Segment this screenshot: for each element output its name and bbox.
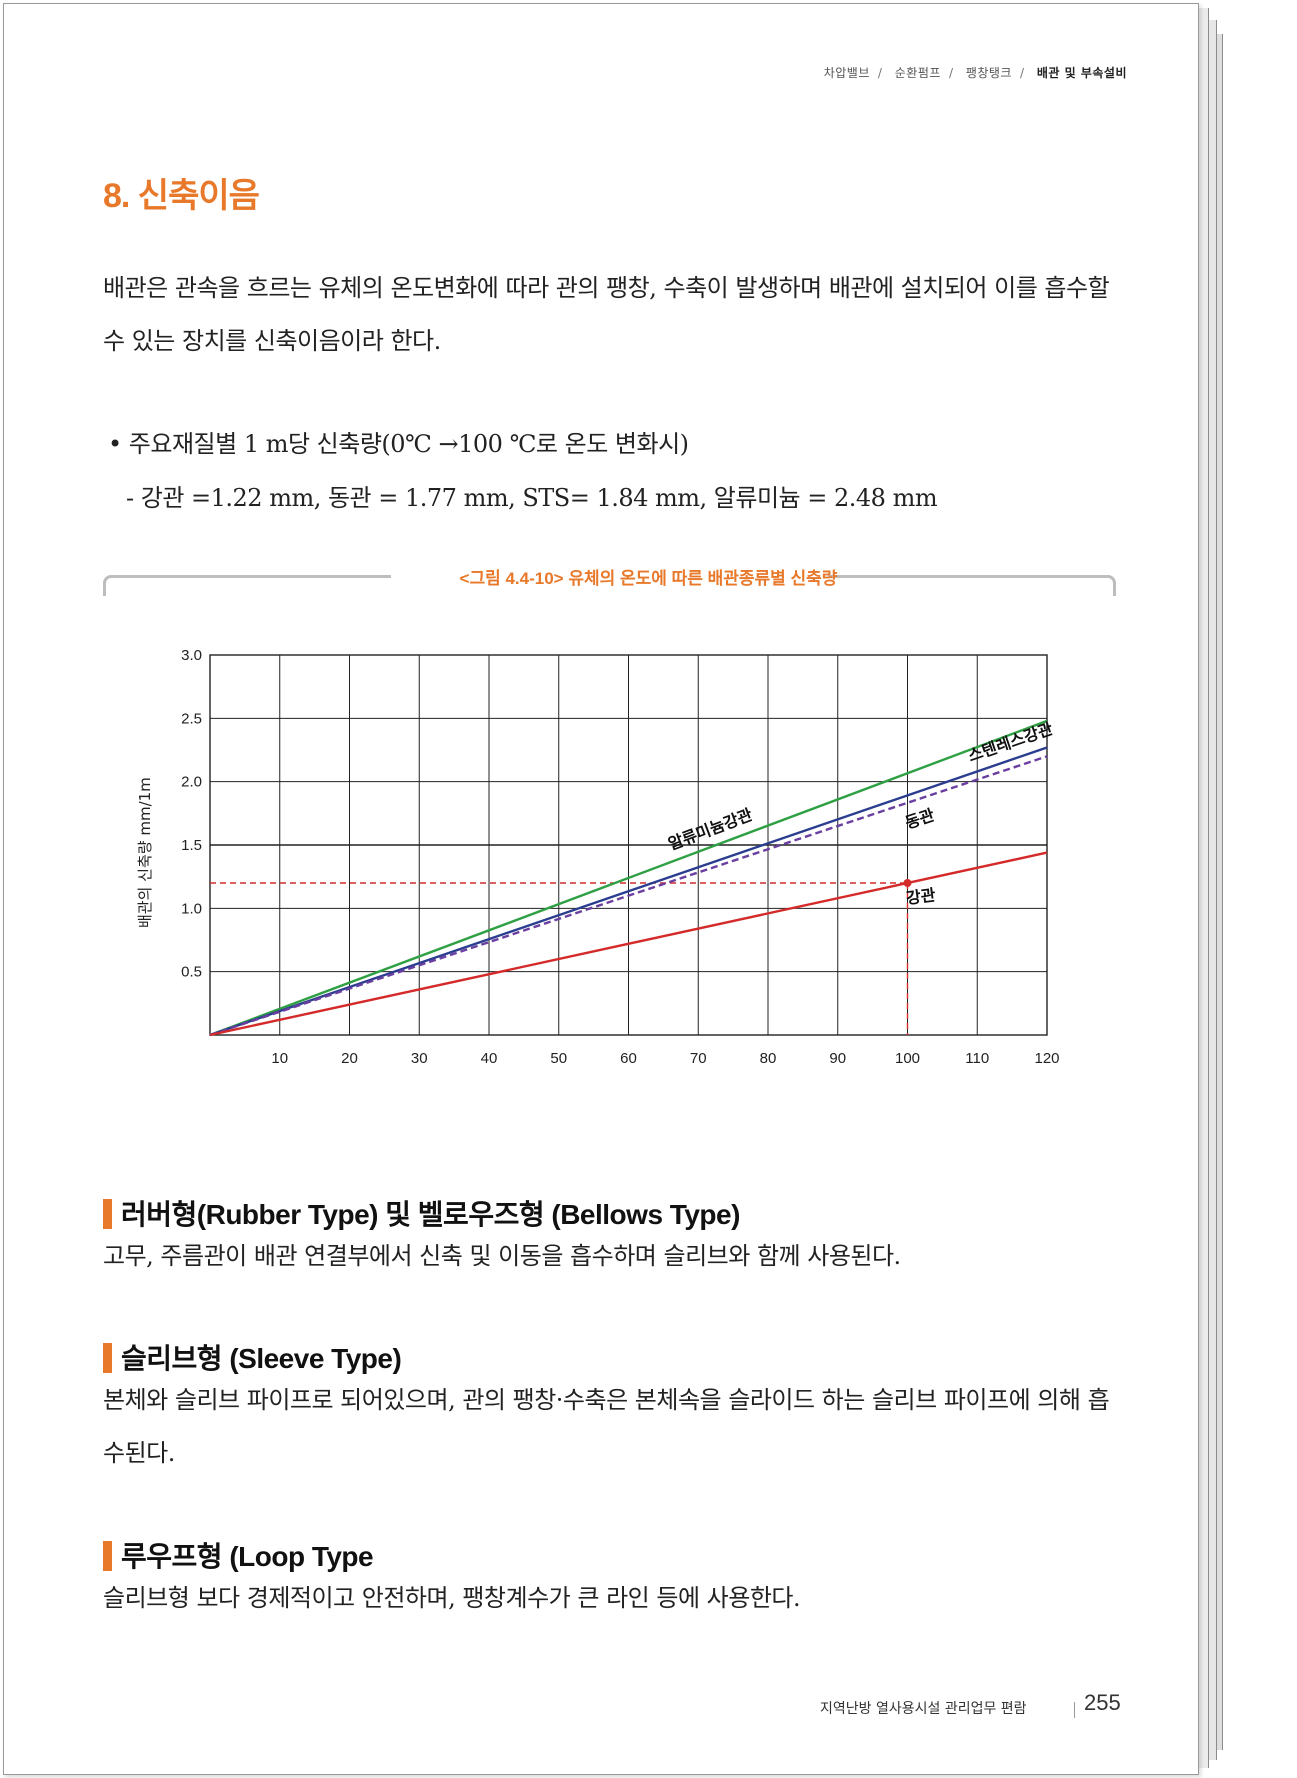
- heading-marker: [103, 1199, 112, 1229]
- annotation-point: [903, 879, 912, 887]
- x-tick-label: 120: [1034, 1050, 1059, 1067]
- y-tick-label: 0.5: [181, 964, 202, 981]
- x-tick-label: 20: [341, 1050, 358, 1067]
- y-axis-label: 배관의 신축량 mm/1m: [136, 777, 154, 928]
- x-tick-label: 80: [760, 1050, 777, 1067]
- breadcrumb-item[interactable]: 순환펌프: [894, 66, 941, 80]
- breadcrumb-item[interactable]: 차압밸브: [823, 66, 870, 80]
- breadcrumb-current: 배관 및 부속설비: [1036, 66, 1127, 80]
- x-tick-label: 10: [271, 1050, 288, 1067]
- y-tick-label: 1.5: [181, 837, 202, 854]
- subsection-text-rubber: 고무, 주름관이 배관 연결부에서 신축 및 이동을 흡수하며 슬리브와 함께 …: [103, 1242, 901, 1270]
- subsection-heading-rubber: 러버형(Rubber Type) 및 벨로우즈형 (Bellows Type): [103, 1193, 740, 1233]
- material-values-text: - 강관 =1.22 mm, 동관 = 1.77 mm, STS= 1.84 m…: [126, 484, 938, 512]
- series-line-1: [209, 746, 1048, 1037]
- x-tick-label: 100: [895, 1050, 920, 1067]
- x-tick-label: 90: [829, 1050, 846, 1067]
- subsection-title: 슬리브형 (Sleeve Type): [121, 1343, 402, 1374]
- x-tick-label: 110: [965, 1050, 989, 1067]
- expansion-chart: 10 20 30 40 50 60 70 80 90 100 110 120 0.5 1.0 1.5 2.0 2…: [136, 647, 1060, 1067]
- y-tick-label: 3.0: [181, 647, 202, 664]
- y-tick-label: 1.0: [181, 900, 202, 917]
- y-tick-label: 2.0: [181, 774, 202, 791]
- series-label: 스텐레스강관: [965, 719, 1055, 766]
- figure-caption: <그림 4.4-10> 유체의 온도에 따른 배관종류별 신축량: [459, 569, 838, 588]
- heading-marker: [103, 1541, 112, 1571]
- breadcrumb: 차압밸브 / 순환펌프 / 팽창탱크 / 배관 및 부속설비: [823, 66, 1127, 80]
- breadcrumb-item[interactable]: 팽창탱크: [965, 66, 1012, 80]
- page-edge: [1216, 34, 1223, 1750]
- page-edge: [1198, 8, 1209, 1768]
- subsection-heading-loop: 루우프형 (Loop Type: [103, 1535, 374, 1575]
- page-number: 255: [1084, 1690, 1121, 1715]
- intro-paragraph: 배관은 관속을 흐르는 유체의 온도변화에 따라 관의 팽창, 수축이 발생하며…: [103, 274, 1110, 355]
- subsection-text-loop: 슬리브형 보다 경제적이고 안전하며, 팽창계수가 큰 라인 등에 사용한다.: [103, 1584, 801, 1612]
- subsection-heading-sleeve: 슬리브형 (Sleeve Type): [103, 1337, 402, 1377]
- x-tick-label: 50: [550, 1050, 567, 1067]
- series-line-2: [209, 755, 1048, 1037]
- subsection-text-sleeve: 본체와 슬리브 파이프로 되어있으며, 관의 팽창·수축은 본체속을 슬라이드 …: [103, 1386, 1110, 1467]
- heading-marker: [103, 1343, 112, 1373]
- page-edge: [1208, 20, 1217, 1760]
- bullet-text: • 주요재질별 1 m당 신축량(0℃ →100 ℃로 온도 변화시): [108, 430, 689, 458]
- footer-divider: [1074, 1702, 1075, 1718]
- y-tick-label: 2.5: [181, 710, 202, 727]
- x-tick-label: 60: [620, 1050, 637, 1067]
- x-tick-label: 70: [690, 1050, 707, 1067]
- series-line-0: [209, 719, 1048, 1037]
- x-tick-label: 30: [411, 1050, 428, 1067]
- subsection-title: 러버형(Rubber Type) 및 벨로우즈형 (Bellows Type): [121, 1199, 740, 1230]
- x-tick-label: 40: [481, 1050, 498, 1067]
- section-title: 8. 신축이음: [103, 177, 260, 215]
- footer-title: 지역난방 열사용시설 관리업무 편람: [820, 1701, 1027, 1717]
- subsection-title: 루우프형 (Loop Type: [121, 1541, 374, 1572]
- figure-frame: [103, 575, 1116, 596]
- series-label: 강관: [905, 885, 937, 908]
